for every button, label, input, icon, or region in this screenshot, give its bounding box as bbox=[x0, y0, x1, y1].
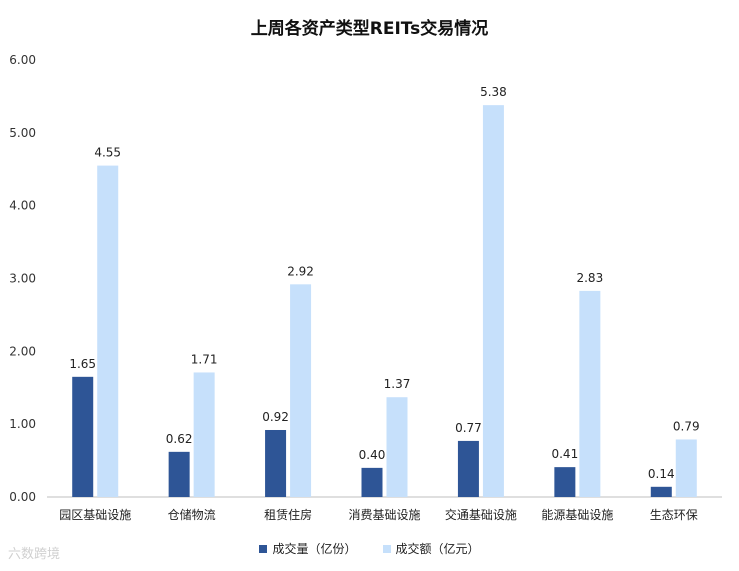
y-tick-label: 3.00 bbox=[9, 272, 36, 286]
bar-amount bbox=[386, 397, 408, 497]
bar-volume bbox=[72, 376, 94, 497]
y-tick-label: 5.00 bbox=[9, 126, 36, 140]
bar-volume bbox=[457, 440, 479, 497]
x-category-label: 生态环保 bbox=[650, 508, 698, 522]
x-category-label: 交通基础设施 bbox=[445, 507, 517, 522]
data-label: 1.65 bbox=[69, 357, 96, 371]
bar-amount bbox=[675, 439, 697, 497]
x-category-label: 园区基础设施 bbox=[59, 508, 131, 522]
bar-volume bbox=[361, 467, 383, 497]
data-label: 1.37 bbox=[384, 377, 411, 391]
legend-item-amount: 成交额（亿元） bbox=[382, 540, 480, 557]
legend: 成交量（亿份） 成交额（亿元） bbox=[0, 540, 739, 557]
x-category-label: 消费基础设施 bbox=[348, 508, 420, 522]
bar-volume bbox=[265, 429, 287, 497]
legend-item-volume: 成交量（亿份） bbox=[259, 540, 357, 557]
legend-swatch-volume bbox=[259, 544, 268, 553]
data-label: 0.40 bbox=[359, 448, 386, 462]
legend-swatch-amount bbox=[382, 544, 391, 553]
y-tick-label: 0.00 bbox=[9, 490, 36, 504]
data-label: 0.14 bbox=[648, 467, 675, 481]
bar-volume bbox=[650, 486, 672, 497]
y-tick-label: 4.00 bbox=[9, 199, 36, 213]
y-tick-label: 1.00 bbox=[9, 417, 36, 431]
data-label: 5.38 bbox=[480, 85, 507, 99]
data-label: 0.62 bbox=[166, 432, 193, 446]
x-category-label: 能源基础设施 bbox=[541, 508, 613, 522]
data-label: 0.92 bbox=[262, 410, 289, 424]
y-tick-label: 6.00 bbox=[9, 53, 36, 67]
bar-amount bbox=[579, 290, 601, 497]
bar-volume bbox=[554, 467, 576, 497]
data-label: 0.77 bbox=[455, 421, 482, 435]
bar-amount bbox=[97, 165, 119, 497]
x-category-label: 仓储物流 bbox=[168, 507, 216, 522]
bar-amount bbox=[482, 105, 504, 497]
data-label: 0.79 bbox=[673, 419, 700, 433]
data-label: 0.41 bbox=[551, 447, 578, 461]
bar-volume bbox=[168, 451, 190, 497]
bar-amount bbox=[193, 372, 215, 497]
legend-label-volume: 成交量（亿份） bbox=[272, 542, 357, 556]
watermark: 六数跨境 bbox=[8, 547, 61, 562]
data-label: 2.83 bbox=[576, 271, 603, 285]
chart-title: 上周各资产类型REITs交易情况 bbox=[250, 19, 489, 39]
y-tick-label: 2.00 bbox=[9, 344, 36, 358]
x-category-label: 租赁住房 bbox=[264, 507, 312, 522]
data-label: 1.71 bbox=[191, 352, 218, 366]
data-label: 4.55 bbox=[94, 146, 121, 160]
data-label: 2.92 bbox=[287, 264, 314, 278]
legend-label-amount: 成交额（亿元） bbox=[395, 542, 480, 556]
bar-amount bbox=[290, 284, 312, 497]
